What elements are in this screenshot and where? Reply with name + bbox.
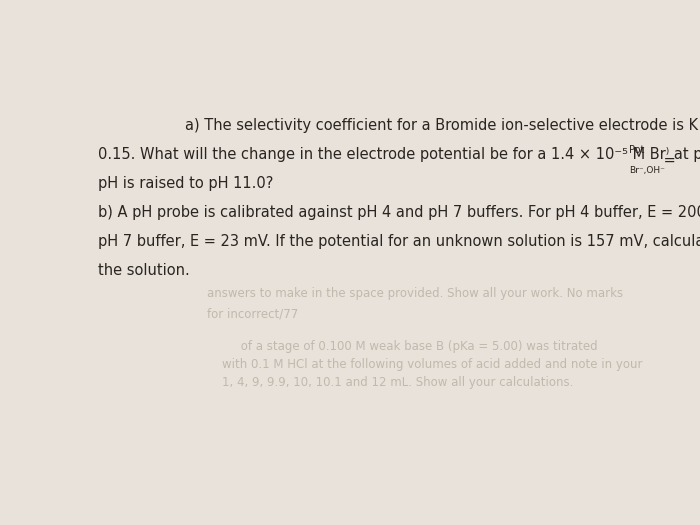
Text: Pot: Pot [629, 145, 644, 155]
Text: pH is raised to pH 11.0?: pH is raised to pH 11.0? [98, 176, 274, 191]
Text: with 0.1 M HCl at the following volumes of acid added and note in your: with 0.1 M HCl at the following volumes … [207, 358, 643, 371]
Text: 1, 4, 9, 9.9, 10, 10.1 and 12 mL. Show all your calculations.: 1, 4, 9, 9.9, 10, 10.1 and 12 mL. Show a… [207, 376, 573, 390]
Text: 0.15. What will the change in the electrode potential be for a 1.4 × 10⁻⁵ M Br⁾ : 0.15. What will the change in the electr… [98, 147, 700, 162]
Text: b) A pH probe is calibrated against pH 4 and pH 7 buffers. For pH 4 buffer, E = : b) A pH probe is calibrated against pH 4… [98, 205, 700, 220]
Text: the solution.: the solution. [98, 263, 190, 278]
Text: =: = [659, 153, 676, 168]
Text: of a stage of 0.100 M weak base B (pKa = 5.00) was titrated: of a stage of 0.100 M weak base B (pKa =… [207, 340, 598, 353]
Text: answers to make in the space provided. Show all your work. No marks: answers to make in the space provided. S… [207, 288, 623, 300]
Text: Br⁻,OH⁻: Br⁻,OH⁻ [629, 166, 664, 175]
Text: for incorrect/77: for incorrect/77 [207, 308, 298, 321]
Text: pH 7 buffer, E = 23 mV. If the potential for an unknown solution is 157 mV, calc: pH 7 buffer, E = 23 mV. If the potential… [98, 234, 700, 249]
Text: a) The selectivity coefficient for a Bromide ion-selective electrode is K: a) The selectivity coefficient for a Bro… [185, 118, 699, 133]
